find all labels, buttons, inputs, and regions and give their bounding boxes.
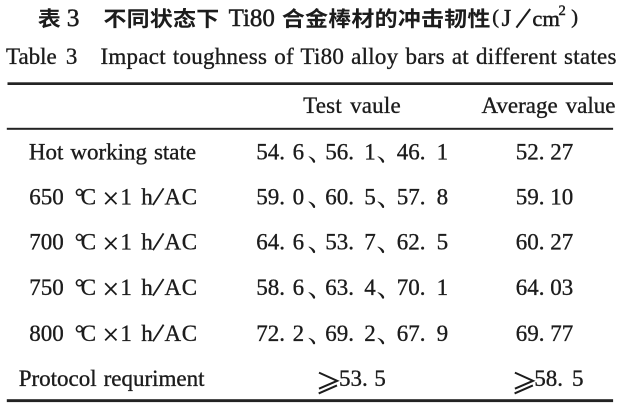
svg-text:2: 2 xyxy=(293,321,305,346)
svg-text:1: 1 xyxy=(120,185,131,210)
svg-text:5: 5 xyxy=(374,366,386,391)
svg-text:Hot working state: Hot working state xyxy=(29,139,196,164)
svg-text:4: 4 xyxy=(364,275,376,300)
svg-text:56.: 56. xyxy=(325,139,354,164)
svg-text:Test vaule: Test vaule xyxy=(303,93,401,118)
svg-text:): ) xyxy=(571,7,578,29)
svg-text:2: 2 xyxy=(364,321,376,346)
svg-text:h: h xyxy=(141,230,153,255)
svg-text:C: C xyxy=(81,321,96,346)
svg-text:h: h xyxy=(141,321,153,346)
svg-text:Table 3: Table 3 xyxy=(6,44,77,69)
svg-text:2: 2 xyxy=(559,3,566,19)
svg-text:AC: AC xyxy=(165,275,198,300)
svg-text:°: ° xyxy=(75,321,84,346)
svg-text:60. 27: 60. 27 xyxy=(516,230,574,255)
svg-text:69.: 69. xyxy=(325,321,354,346)
svg-text:69. 77: 69. 77 xyxy=(516,321,574,346)
svg-text:9: 9 xyxy=(437,321,449,346)
svg-text:C: C xyxy=(81,230,96,255)
svg-text:C: C xyxy=(81,185,96,210)
svg-text:(: ( xyxy=(492,7,499,29)
svg-text:800: 800 xyxy=(29,321,64,346)
svg-text:3: 3 xyxy=(67,4,80,32)
svg-text:700: 700 xyxy=(29,230,64,255)
svg-text:72.: 72. xyxy=(256,321,285,346)
svg-text:1: 1 xyxy=(120,321,131,346)
svg-text:°: ° xyxy=(75,185,84,210)
svg-text:Impact toughness of Ti80 alloy: Impact toughness of Ti80 alloy bars at d… xyxy=(101,44,617,69)
svg-text:52. 27: 52. 27 xyxy=(516,139,574,164)
svg-text:59. 10: 59. 10 xyxy=(516,185,574,210)
svg-text:1: 1 xyxy=(437,139,449,164)
svg-text:h: h xyxy=(141,185,153,210)
svg-text:6: 6 xyxy=(293,139,305,164)
svg-text:53.: 53. xyxy=(325,230,354,255)
svg-text:AC: AC xyxy=(165,230,198,255)
svg-text:5: 5 xyxy=(437,230,449,255)
svg-text:63.: 63. xyxy=(325,275,354,300)
svg-text:h: h xyxy=(141,275,153,300)
svg-text:70.: 70. xyxy=(397,275,426,300)
svg-text:64.: 64. xyxy=(256,230,285,255)
svg-text:1: 1 xyxy=(437,275,449,300)
svg-text:60.: 60. xyxy=(325,185,354,210)
svg-text:1: 1 xyxy=(120,230,131,255)
svg-text:C: C xyxy=(81,275,96,300)
svg-text:62.: 62. xyxy=(397,230,426,255)
svg-text:64. 03: 64. 03 xyxy=(516,275,574,300)
svg-text:59.: 59. xyxy=(256,185,285,210)
svg-text:Average value: Average value xyxy=(482,93,616,118)
svg-text:67.: 67. xyxy=(397,321,426,346)
svg-text:8: 8 xyxy=(437,185,449,210)
svg-text:5: 5 xyxy=(572,366,584,391)
svg-text:5: 5 xyxy=(364,185,376,210)
svg-text:J: J xyxy=(502,5,512,32)
svg-text:53.: 53. xyxy=(339,366,368,391)
svg-text:Ti80: Ti80 xyxy=(229,5,275,32)
svg-text:AC: AC xyxy=(165,321,198,346)
svg-text:°: ° xyxy=(75,230,84,255)
svg-text:57.: 57. xyxy=(397,185,426,210)
svg-text:cm: cm xyxy=(532,6,560,31)
svg-text:6: 6 xyxy=(293,230,305,255)
svg-text:Protocol requriment: Protocol requriment xyxy=(19,366,205,391)
svg-text:750: 750 xyxy=(29,275,64,300)
svg-text:1: 1 xyxy=(120,275,131,300)
svg-text:46.: 46. xyxy=(397,139,426,164)
svg-text:0: 0 xyxy=(293,185,305,210)
svg-text:°: ° xyxy=(75,275,84,300)
svg-text:7: 7 xyxy=(364,230,376,255)
svg-text:AC: AC xyxy=(165,185,198,210)
svg-text:650: 650 xyxy=(29,185,64,210)
svg-text:58.: 58. xyxy=(534,366,563,391)
svg-text:6: 6 xyxy=(293,275,305,300)
svg-text:58.: 58. xyxy=(256,275,285,300)
svg-text:1: 1 xyxy=(364,139,376,164)
svg-text:54.: 54. xyxy=(256,139,285,164)
